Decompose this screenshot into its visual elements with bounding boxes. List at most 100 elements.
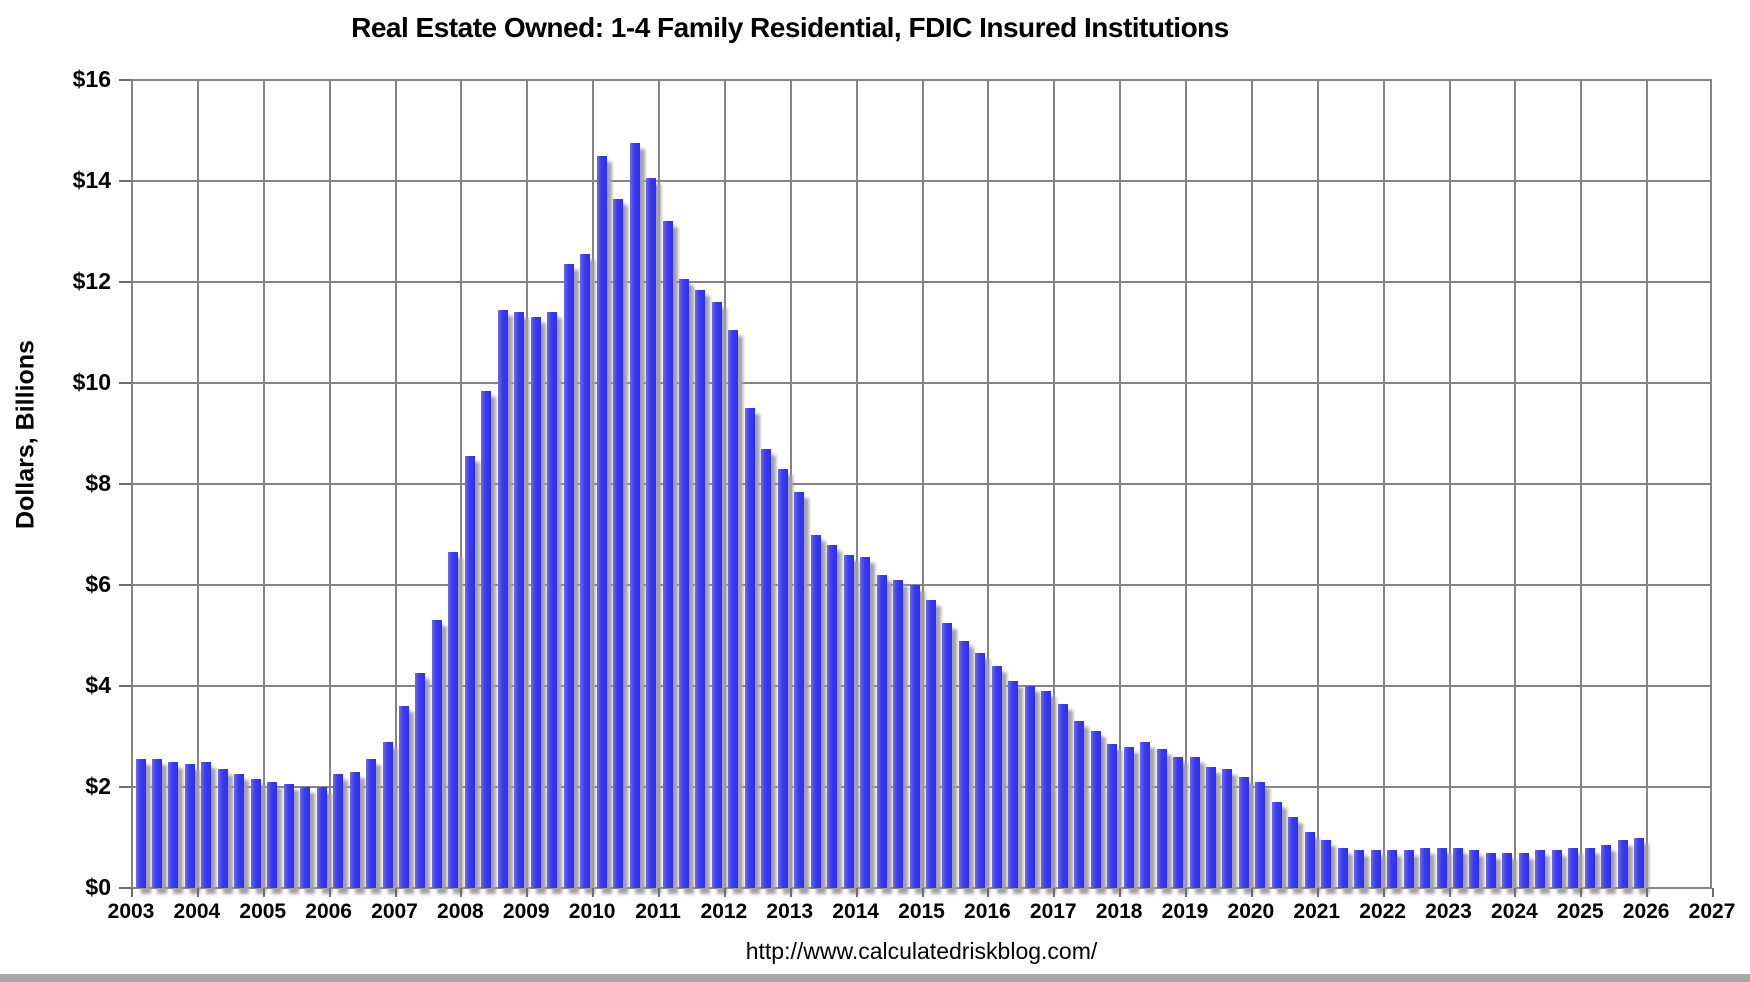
x-tick-label: 2009: [502, 900, 550, 923]
x-tick-mark: [1712, 888, 1714, 897]
x-tick-label: 2003: [107, 900, 155, 923]
gridline-vertical: [196, 80, 199, 888]
gridline-vertical: [1185, 80, 1187, 888]
bar-2011Q3: [695, 289, 706, 888]
y-tick-label: $2: [85, 773, 111, 799]
bar-2015Q4: [975, 653, 986, 888]
source-url-text: http://www.calculatedriskblog.com/: [745, 938, 1098, 964]
bar-2016Q3: [1024, 686, 1035, 888]
x-tick-label: 2004: [173, 900, 221, 923]
x-tick-label: 2026: [1622, 900, 1670, 923]
bar-2003Q2: [151, 759, 162, 888]
x-tick-label: 2010: [568, 900, 616, 923]
bar-2017Q4: [1107, 744, 1118, 888]
bar-2024Q4: [1568, 847, 1579, 888]
bar-2025Q2: [1601, 845, 1612, 888]
bar-2006Q1: [333, 774, 344, 888]
y-tick-label: $14: [72, 167, 111, 193]
bar-2013Q2: [810, 534, 821, 888]
x-tick-mark: [1382, 888, 1385, 897]
bar-2010Q3: [629, 143, 640, 888]
bar-2013Q4: [843, 554, 854, 888]
x-tick-mark: [526, 888, 529, 897]
bar-2014Q1: [860, 557, 871, 888]
x-tick-mark: [460, 888, 463, 897]
x-tick-label: 2023: [1425, 900, 1472, 923]
y-tick-mark: [119, 685, 131, 687]
bar-2023Q4: [1502, 852, 1513, 888]
y-tick-label: $10: [72, 369, 111, 395]
y-tick-mark: [119, 786, 131, 788]
bar-2009Q1: [530, 317, 541, 888]
x-tick-label: 2014: [832, 900, 879, 923]
bar-2022Q1: [1387, 850, 1398, 888]
bar-2017Q1: [1057, 703, 1068, 888]
y-tick-label: $16: [72, 66, 111, 92]
bar-2017Q2: [1074, 721, 1085, 888]
x-tick-mark: [987, 888, 990, 897]
y-tick-label: $12: [72, 268, 111, 294]
x-tick-label: 2015: [898, 900, 945, 923]
bar-2004Q4: [250, 779, 261, 888]
x-tick-mark: [658, 888, 660, 897]
gridline-vertical: [1316, 80, 1319, 888]
y-tick-label: $8: [85, 470, 111, 496]
gridline-vertical: [1053, 80, 1056, 888]
bar-2011Q2: [678, 279, 689, 888]
x-tick-mark: [1448, 888, 1451, 897]
gridline-vertical: [262, 80, 265, 888]
bar-2019Q2: [1205, 766, 1216, 888]
bar-2023Q3: [1485, 852, 1496, 888]
bottom-edge-strip: [0, 974, 1750, 982]
bar-2014Q3: [893, 579, 904, 888]
gridline-vertical: [394, 80, 397, 888]
y-tick-mark: [119, 79, 131, 81]
gridline-vertical: [328, 80, 331, 888]
x-tick-mark: [328, 888, 331, 897]
x-tick-label: 2024: [1491, 900, 1538, 923]
x-tick-mark: [921, 888, 924, 897]
y-tick-mark: [119, 483, 131, 485]
x-tick-mark: [131, 888, 133, 897]
plot-area: [131, 79, 1712, 889]
bar-2025Q1: [1584, 847, 1595, 888]
bar-2016Q4: [1041, 691, 1052, 888]
bar-2019Q1: [1189, 756, 1200, 888]
y-tick-label: $6: [85, 571, 111, 597]
x-tick-mark: [196, 888, 199, 897]
bar-2015Q1: [926, 600, 936, 888]
bar-2021Q1: [1321, 840, 1332, 888]
x-tick-label: 2016: [964, 900, 1011, 923]
y-tick-mark: [119, 281, 131, 283]
x-tick-mark: [262, 888, 265, 897]
bar-2008Q3: [497, 309, 508, 888]
x-tick-label: 2011: [635, 900, 681, 923]
bar-2009Q4: [580, 254, 591, 888]
bar-2007Q2: [415, 673, 426, 888]
bar-2003Q4: [184, 764, 195, 888]
bar-2008Q2: [481, 390, 492, 888]
gridline-vertical: [723, 80, 726, 888]
bar-2014Q2: [876, 574, 887, 888]
gridline-vertical: [921, 80, 924, 888]
bar-2022Q3: [1420, 847, 1431, 888]
y-axis-title: Dollars, Billions: [11, 340, 40, 529]
bar-2021Q4: [1370, 850, 1381, 888]
bar-2018Q4: [1173, 756, 1184, 888]
x-tick-label: 2025: [1556, 900, 1604, 923]
bar-2022Q2: [1403, 850, 1414, 888]
bar-2006Q2: [349, 771, 360, 888]
x-tick-mark: [789, 888, 792, 897]
bar-2012Q3: [761, 448, 772, 888]
chart-title: Real Estate Owned: 1-4 Family Residentia…: [351, 12, 1229, 43]
bar-2018Q3: [1156, 749, 1167, 888]
bar-2025Q4: [1634, 837, 1645, 888]
bar-2010Q4: [646, 178, 657, 888]
bar-2012Q4: [777, 468, 788, 888]
bar-2020Q3: [1288, 817, 1299, 888]
bar-2007Q1: [399, 706, 409, 888]
bar-2021Q2: [1337, 847, 1348, 888]
bar-2013Q3: [827, 544, 838, 888]
y-tick-mark: [119, 584, 131, 586]
x-tick-label: 2020: [1227, 900, 1275, 923]
